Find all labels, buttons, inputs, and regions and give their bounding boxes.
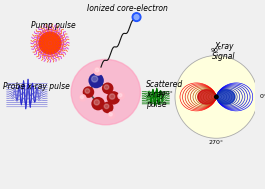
- Circle shape: [134, 15, 139, 19]
- Circle shape: [104, 104, 109, 109]
- Circle shape: [109, 113, 112, 116]
- Ellipse shape: [71, 59, 140, 125]
- Circle shape: [109, 94, 115, 99]
- Circle shape: [83, 86, 94, 98]
- Circle shape: [175, 56, 258, 138]
- Circle shape: [94, 100, 99, 105]
- Text: 270°: 270°: [209, 140, 224, 145]
- Circle shape: [215, 95, 218, 99]
- Circle shape: [89, 73, 104, 88]
- Text: 0°: 0°: [260, 94, 265, 99]
- Circle shape: [102, 82, 113, 94]
- Circle shape: [108, 111, 115, 119]
- Text: 180°: 180°: [158, 91, 173, 96]
- Circle shape: [79, 94, 87, 102]
- Circle shape: [119, 94, 122, 97]
- Circle shape: [93, 66, 103, 76]
- Text: Probe x-ray pulse: Probe x-ray pulse: [3, 82, 70, 91]
- Circle shape: [85, 89, 90, 93]
- Circle shape: [132, 13, 141, 21]
- Text: Scattered
x-ray
pulse: Scattered x-ray pulse: [146, 80, 183, 109]
- Circle shape: [91, 76, 98, 82]
- Circle shape: [107, 91, 120, 105]
- Circle shape: [117, 92, 125, 100]
- Text: Pump pulse: Pump pulse: [31, 21, 76, 30]
- Circle shape: [102, 102, 113, 113]
- Polygon shape: [216, 90, 235, 104]
- Polygon shape: [198, 90, 216, 104]
- Circle shape: [104, 85, 109, 89]
- Text: X-ray
Signal: X-ray Signal: [212, 42, 236, 61]
- Circle shape: [95, 68, 99, 72]
- Circle shape: [91, 97, 105, 110]
- Text: 90°: 90°: [211, 48, 222, 53]
- Circle shape: [80, 96, 83, 99]
- Text: Ionized core-electron: Ionized core-electron: [87, 4, 168, 13]
